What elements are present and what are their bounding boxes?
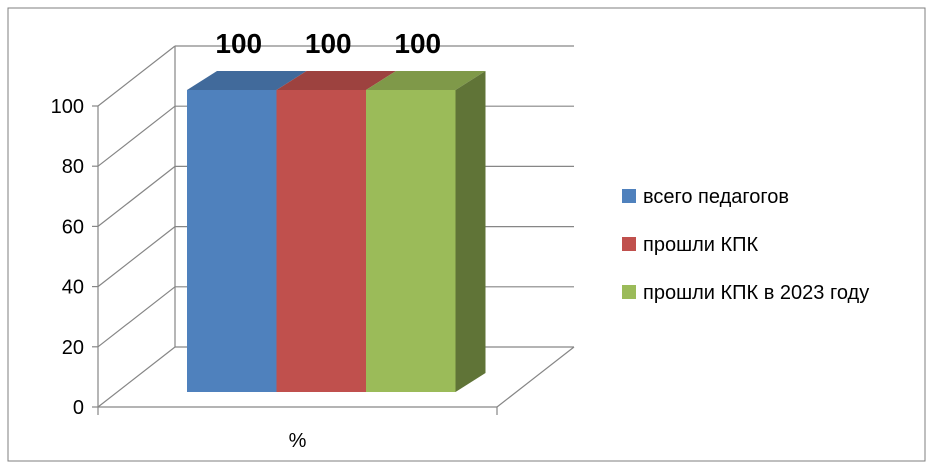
category-label: % — [289, 430, 307, 452]
legend-item: прошли КПК — [622, 234, 759, 256]
bar-top-face — [276, 71, 396, 90]
bar-front-face — [366, 90, 456, 392]
bar-1 — [187, 71, 307, 392]
legend: всего педагогов прошли КПК прошли КПК в 20… — [622, 186, 869, 304]
y-tick-label: 0 — [73, 397, 84, 419]
legend-swatch — [622, 237, 636, 251]
legend-item: прошли КПК в 2023 году — [622, 282, 869, 304]
y-tick-label: 60 — [62, 216, 84, 238]
data-label: 100 — [215, 28, 262, 59]
side-gridline — [97, 165, 176, 227]
y-tick-label: 40 — [62, 277, 84, 299]
y-tick-labels: 0 20 40 60 80 100 — [51, 96, 84, 419]
legend-label: прошли КПК в 2023 году — [643, 282, 869, 304]
legend-swatch — [622, 189, 636, 203]
legend-swatch — [622, 285, 636, 299]
legend-label: прошли КПК — [643, 234, 759, 256]
side-gridline — [97, 226, 176, 288]
data-label: 100 — [394, 28, 441, 59]
bar-front-face — [276, 90, 366, 392]
y-tick-label: 100 — [51, 96, 84, 118]
bar-2 — [276, 71, 396, 392]
bar-side-face — [455, 71, 486, 392]
y-tick-label: 80 — [62, 156, 84, 178]
bar-front-face — [187, 90, 277, 392]
side-gridline — [97, 346, 176, 408]
bars — [187, 71, 486, 392]
bar-top-face — [187, 71, 307, 90]
side-gridline — [97, 45, 176, 107]
side-gridline — [97, 286, 176, 348]
legend-label: всего педагогов — [643, 186, 789, 208]
category-labels: % — [289, 430, 307, 452]
axes — [92, 46, 575, 415]
data-labels: 100 100 100 — [215, 28, 441, 59]
floor-right-edge — [496, 346, 575, 408]
data-label: 100 — [305, 28, 352, 59]
y-tick-label: 20 — [62, 337, 84, 359]
side-gridline — [97, 105, 176, 167]
bar-top-face — [366, 71, 486, 90]
legend-item: всего педагогов — [622, 186, 789, 208]
bar-3 — [366, 71, 486, 392]
